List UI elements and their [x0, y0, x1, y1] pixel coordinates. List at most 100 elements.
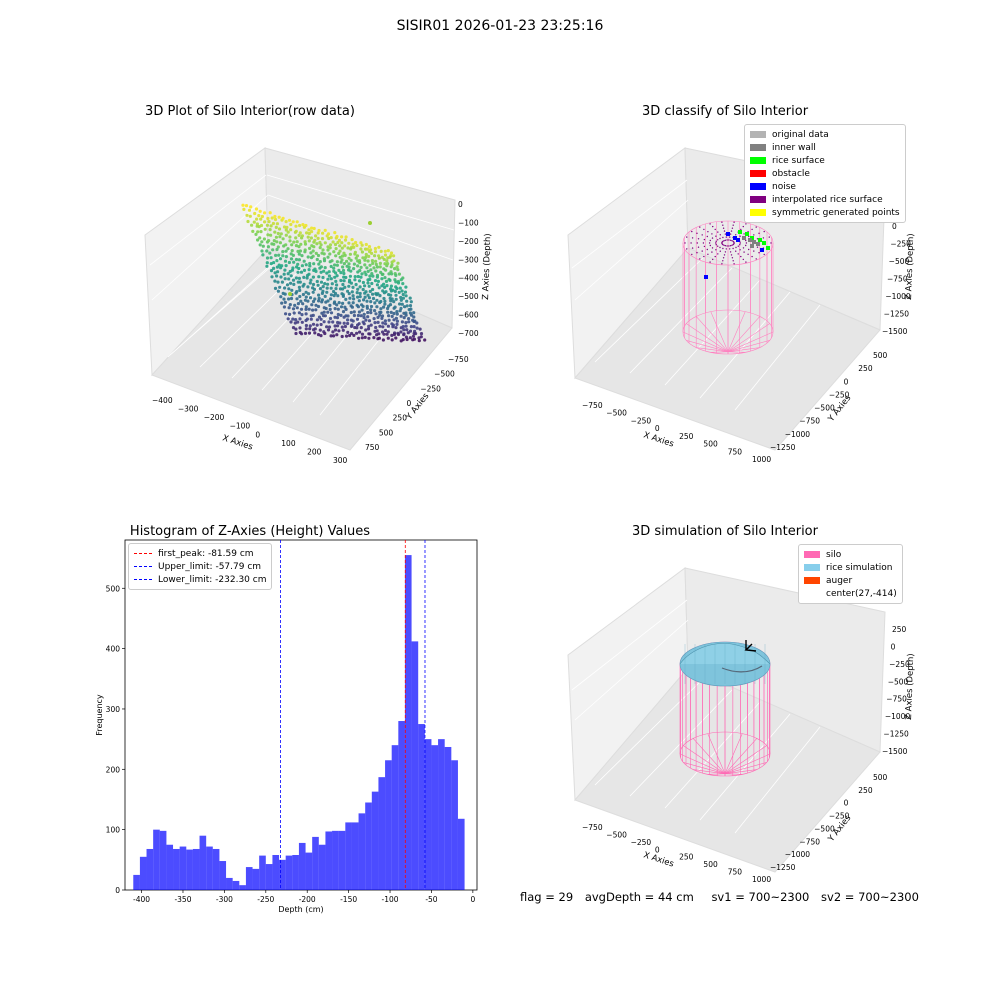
histogram-bar — [159, 830, 167, 890]
panel-title: 3D classify of Silo Interior — [641, 104, 809, 119]
silo-floor-line — [724, 769, 757, 775]
data-point — [334, 287, 338, 291]
classified-point — [738, 230, 742, 234]
data-point — [274, 235, 278, 239]
data-point — [304, 223, 308, 228]
interpolated-point — [748, 235, 750, 238]
data-point — [386, 249, 390, 253]
histogram-bar — [279, 859, 286, 890]
data-point — [265, 264, 269, 268]
data-point — [305, 231, 309, 235]
data-point — [398, 302, 402, 306]
data-point — [351, 285, 355, 289]
data-point — [375, 305, 379, 309]
x-tick-label: -50 — [425, 895, 437, 904]
z-axis-label: Z Axies (Depth) — [904, 233, 916, 300]
data-point — [370, 281, 374, 286]
x-tick-label: −400 — [152, 396, 173, 405]
interpolated-point — [756, 238, 759, 240]
z-tick-label: −700 — [458, 329, 479, 338]
data-point — [326, 232, 331, 236]
data-point — [415, 326, 419, 330]
data-point — [302, 268, 307, 272]
data-point — [244, 204, 249, 208]
data-point — [389, 251, 394, 255]
silo-floor-line — [707, 773, 726, 775]
legend-swatch — [750, 131, 766, 138]
data-point — [300, 320, 304, 324]
x-ticks: -400 -350 -300 -250 -200 -150 -100 -50 0 — [133, 890, 475, 904]
data-point — [323, 282, 327, 286]
data-point — [261, 253, 265, 257]
data-point — [400, 289, 404, 293]
interpolated-point — [699, 258, 701, 260]
data-point — [304, 323, 308, 328]
histogram-bar — [298, 842, 306, 890]
data-point — [360, 336, 364, 340]
data-point — [328, 243, 333, 247]
data-point — [394, 336, 398, 340]
data-point — [397, 272, 401, 276]
data-point — [365, 299, 369, 303]
data-point — [376, 320, 380, 324]
data-point — [269, 224, 273, 228]
data-point — [408, 329, 413, 333]
data-point — [295, 290, 299, 294]
interpolated-point — [690, 242, 692, 244]
y-tick-label: −250 — [420, 384, 441, 393]
status-footer: flag = 29 avgDepth = 44 cm sv1 = 700~230… — [520, 890, 927, 904]
interpolated-point — [729, 245, 732, 247]
data-point — [366, 281, 370, 285]
data-point — [296, 262, 300, 266]
data-point — [370, 251, 374, 255]
y-tick-label: −750 — [799, 417, 820, 426]
data-point — [289, 281, 293, 285]
interpolated-point — [732, 224, 734, 226]
data-point — [288, 312, 292, 316]
data-point — [312, 226, 316, 231]
data-point — [337, 268, 341, 272]
interpolated-point — [714, 255, 716, 258]
interpolated-point — [733, 221, 735, 223]
data-point — [347, 284, 351, 288]
data-point — [348, 278, 352, 282]
data-point — [283, 300, 287, 304]
data-point — [311, 282, 316, 287]
data-point — [323, 294, 327, 298]
data-point — [329, 236, 333, 240]
classified-point — [736, 238, 740, 242]
data-point — [337, 329, 341, 333]
data-point — [275, 247, 279, 252]
classified-point — [762, 241, 766, 245]
histogram-bar — [391, 745, 399, 890]
x-tick-label: −100 — [230, 422, 251, 431]
data-point — [336, 307, 340, 311]
interpolated-point — [709, 239, 711, 242]
data-point — [340, 258, 344, 262]
x-tick-label: 300 — [333, 456, 348, 465]
data-point — [306, 285, 310, 289]
data-point — [360, 243, 364, 247]
avg-depth-text: avgDepth = 44 cm — [584, 890, 694, 904]
data-point — [336, 294, 340, 298]
data-point — [325, 271, 329, 275]
z-tick-label: −500 — [458, 292, 479, 301]
legend-label: noise — [772, 181, 796, 192]
data-point — [373, 309, 377, 313]
interpolated-point — [762, 237, 765, 239]
z-tick-labels: 0 −250 −500 −750 −1000 −1250 −1500 — [882, 222, 911, 336]
data-point — [343, 238, 348, 242]
legend-swatch — [804, 577, 820, 584]
data-point — [276, 289, 280, 293]
data-point — [395, 319, 399, 323]
interpolated-point — [712, 258, 714, 261]
x-tick-label: −250 — [631, 838, 652, 847]
z-tick-label: −500 — [889, 257, 910, 266]
data-point — [398, 309, 402, 313]
legend-line-sample — [134, 579, 152, 580]
data-point — [342, 262, 346, 266]
data-point — [340, 325, 344, 329]
data-point — [273, 279, 277, 283]
data-point — [247, 208, 252, 212]
data-point — [390, 263, 394, 267]
